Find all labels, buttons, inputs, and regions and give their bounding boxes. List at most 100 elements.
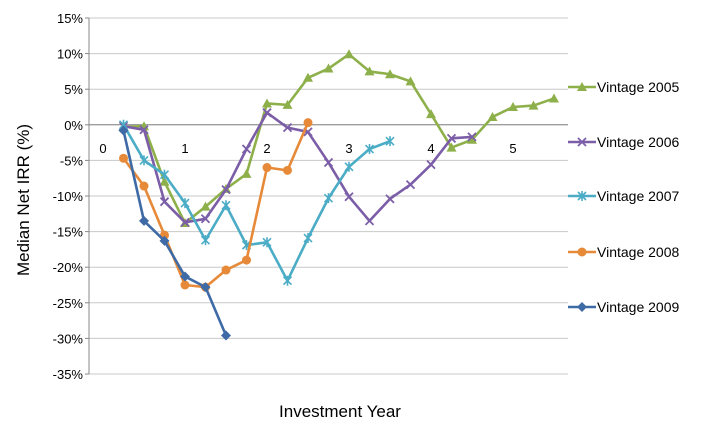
series-lines	[118, 49, 559, 341]
data-point	[282, 123, 293, 133]
data-point	[364, 216, 375, 226]
y-tick-label: -5%	[60, 153, 84, 168]
legend-marker	[577, 247, 587, 257]
data-point	[242, 255, 251, 265]
legend-item: Vintage 2007	[568, 188, 679, 204]
y-tick-label: -35%	[53, 367, 84, 382]
x-tick-label: 4	[427, 141, 434, 156]
legend-marker	[577, 302, 587, 312]
data-point	[303, 72, 313, 82]
x-tick-label: 0	[99, 141, 106, 156]
legend: Vintage 2005 Vintage 2006 Vintage 2007 Vint…	[568, 79, 679, 315]
series-line	[123, 53, 555, 225]
data-point	[467, 134, 477, 144]
data-point	[303, 118, 313, 128]
series-line	[122, 124, 391, 283]
data-point	[323, 63, 334, 73]
data-point	[262, 163, 272, 173]
y-axis-title: Median Net IRR (%)	[14, 124, 33, 276]
legend-label: Vintage 2008	[597, 244, 679, 260]
data-point	[241, 168, 252, 178]
series-line	[122, 122, 310, 289]
legend-item: Vintage 2006	[568, 134, 679, 150]
series-line	[122, 130, 228, 337]
data-point	[364, 144, 375, 155]
data-point	[262, 108, 272, 118]
data-point	[426, 160, 436, 170]
data-point	[159, 235, 170, 246]
data-point	[385, 136, 395, 147]
series-vintage-2008	[119, 118, 313, 292]
legend-item: Vintage 2005	[568, 79, 679, 95]
data-point	[344, 161, 354, 172]
data-point	[221, 200, 231, 211]
y-tick-label: 0%	[64, 118, 83, 133]
x-tick-label: 3	[345, 141, 352, 156]
x-tick-label: 5	[509, 141, 516, 156]
data-point	[303, 233, 313, 244]
y-tick-label: -10%	[53, 189, 84, 204]
legend-item: Vintage 2008	[568, 244, 679, 260]
data-point	[549, 93, 559, 103]
legend-label: Vintage 2007	[597, 188, 679, 204]
data-point	[282, 275, 293, 286]
data-point	[159, 197, 170, 207]
data-point	[385, 69, 395, 79]
legend-marker	[577, 82, 587, 91]
data-point	[528, 100, 539, 110]
data-point	[323, 193, 334, 204]
legend-label: Vintage 2006	[597, 134, 679, 150]
y-tick-label: -20%	[53, 260, 84, 275]
data-point	[221, 330, 231, 341]
data-point	[262, 237, 272, 248]
y-tick-label: 10%	[57, 47, 83, 62]
data-point	[139, 155, 149, 166]
series-vintage-2009	[118, 125, 231, 341]
data-point	[139, 215, 149, 226]
data-point	[405, 76, 416, 86]
data-point	[487, 111, 498, 121]
data-point	[200, 235, 211, 246]
data-point	[446, 142, 457, 152]
axes	[85, 17, 568, 375]
data-point	[180, 271, 190, 282]
data-point	[139, 181, 149, 191]
data-point	[283, 165, 292, 175]
data-point	[446, 133, 457, 143]
legend-item: Vintage 2009	[568, 299, 679, 315]
data-point	[180, 198, 190, 209]
legend-marker	[577, 137, 587, 147]
data-point	[159, 176, 170, 186]
data-point	[385, 194, 395, 204]
data-point	[405, 179, 416, 190]
data-point	[180, 280, 190, 290]
x-axis-title: Investment Year	[279, 402, 401, 421]
data-point	[262, 98, 272, 108]
data-point	[180, 217, 190, 227]
data-point	[323, 157, 334, 168]
data-point	[344, 192, 354, 202]
data-point	[200, 282, 211, 293]
data-point	[508, 102, 518, 111]
data-point	[139, 125, 149, 135]
data-point	[467, 132, 477, 142]
data-point	[200, 214, 211, 224]
y-tick-label: -30%	[53, 331, 84, 346]
data-point	[282, 99, 293, 109]
y-tick-label: 5%	[64, 82, 83, 97]
y-tick-label: -25%	[53, 296, 84, 311]
x-tick-label: 1	[181, 141, 188, 156]
y-tick-label: -15%	[53, 225, 84, 240]
y-tick-label: 15%	[57, 11, 83, 26]
legend-label: Vintage 2005	[597, 79, 679, 95]
data-point	[221, 265, 231, 275]
data-point	[344, 49, 354, 59]
legend-marker	[577, 191, 587, 201]
data-point	[119, 153, 128, 163]
data-point	[241, 144, 252, 154]
x-tick-label: 2	[263, 141, 270, 156]
data-point	[118, 125, 129, 136]
data-point	[159, 169, 170, 180]
